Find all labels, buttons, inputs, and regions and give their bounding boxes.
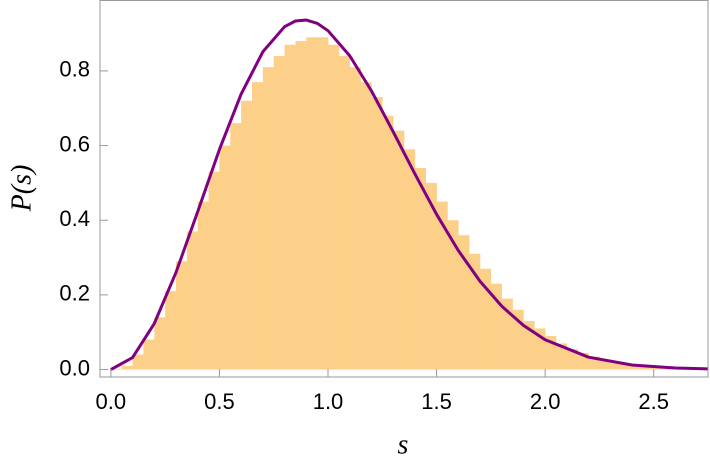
bar [425,182,437,370]
bar [632,365,644,370]
x-tick-label: 0.5 [204,389,235,414]
bar [230,123,242,370]
frame [99,0,709,378]
bar [208,171,220,370]
bar [566,349,579,370]
bar [404,149,416,370]
bar [143,339,155,370]
x-tick-label: 2.5 [638,389,669,414]
bar [447,220,459,370]
y-tick-label: 0.4 [59,206,90,231]
bar [338,55,351,370]
x-tick-label: 0.0 [96,389,127,414]
y-tick-label: 0.8 [59,57,90,82]
bar [545,335,557,370]
bar [610,362,622,370]
bar [360,82,372,370]
y-tick-label: 0.2 [59,281,90,306]
bar [599,360,611,370]
bar [349,67,361,370]
x-axis-label: s [398,429,409,460]
x-tick-label: 2.0 [530,389,561,414]
bar [110,368,123,370]
bar [176,261,188,370]
bar [284,44,296,370]
bar [556,343,568,370]
bar [512,309,524,370]
bar [295,41,307,370]
bar [219,145,231,370]
bar [165,291,177,370]
bar [458,235,470,370]
bar [132,354,144,370]
bar [252,82,264,370]
y-axis-label: P(s) [6,165,37,213]
bar [317,37,329,370]
bar [469,253,481,370]
plot-area [110,18,708,371]
bar [393,130,405,370]
x-tick-label: 1.0 [313,389,344,414]
bar [262,67,275,370]
bar [534,328,546,370]
bar [523,321,535,370]
bar [642,366,655,370]
bar [621,363,633,370]
bar [490,283,503,370]
bar [186,231,199,370]
bar [121,365,133,370]
bar [382,115,394,370]
y-tick-label: 0.0 [59,355,90,380]
bar [371,97,383,370]
bar [577,352,589,370]
x-tick-label: 1.5 [421,389,452,414]
bar [154,317,166,370]
bar [306,37,318,370]
bar [653,367,665,370]
bar [501,298,513,370]
y-tick-label: 0.6 [59,131,90,156]
bar [197,201,209,370]
bar [436,201,448,370]
fit-curve [110,18,708,371]
bar [588,356,600,370]
bar [273,55,285,370]
bar [414,167,427,370]
bar [328,44,340,370]
bar [480,268,492,370]
bar [241,100,253,370]
